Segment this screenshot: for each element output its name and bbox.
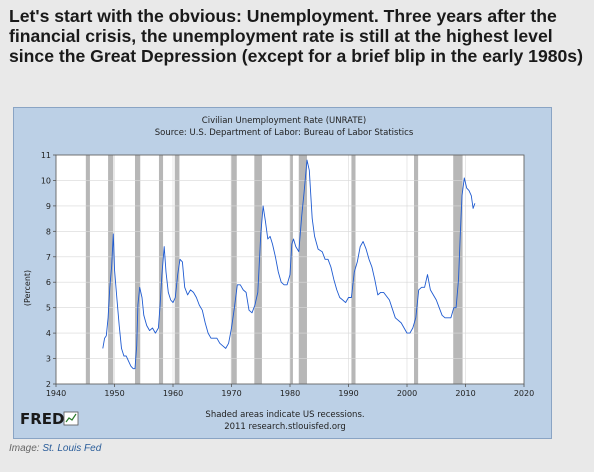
y-tick-label: 8 <box>46 227 51 236</box>
x-tick-label: 1970 <box>221 389 241 398</box>
recession-band <box>230 155 237 384</box>
plot-area: 2 3 4 5 6 7 8 9 10 11 1940 1950 1960 1970 1980 1990 2000… <box>41 151 534 398</box>
series-line-unrate <box>102 159 476 370</box>
recession-band <box>108 155 114 384</box>
headline: Let's start with the obvious: Unemployme… <box>9 6 583 66</box>
y-tick-label: 9 <box>46 202 51 211</box>
recession-band <box>414 155 419 384</box>
recession-band <box>351 155 356 384</box>
recession-band <box>298 155 307 384</box>
x-tick-label: 2020 <box>514 389 534 398</box>
recession-band <box>453 155 463 384</box>
footnote-source: 2011 research.stlouisfed.org <box>224 422 346 432</box>
recession-band <box>254 155 262 384</box>
credit-source-link[interactable]: St. Louis Fed <box>42 443 102 454</box>
unemployment-chart: Civilian Unemployment Rate (UNRATE) Sour… <box>20 116 534 432</box>
x-tick-label: 2010 <box>455 389 475 398</box>
x-tick-label: 2000 <box>397 389 417 398</box>
image-credit: Image: St. Louis Fed <box>9 443 101 454</box>
y-tick-label: 11 <box>41 151 51 160</box>
recession-band <box>158 155 164 384</box>
y-tick-label: 2 <box>46 380 51 389</box>
recession-band <box>290 155 293 384</box>
recession-band <box>85 155 90 384</box>
recession-band <box>134 155 141 384</box>
y-axis-label: (Percent) <box>23 270 32 306</box>
recession-band <box>174 155 180 384</box>
footnote: Shaded areas indicate US recessions. <box>205 410 364 420</box>
y-tick-label: 6 <box>46 278 51 287</box>
y-tick-label: 4 <box>46 329 51 338</box>
y-tick-label: 5 <box>46 304 51 313</box>
credit-prefix: Image: <box>9 443 43 454</box>
fred-logo: FRED <box>20 410 79 428</box>
y-tick-label: 3 <box>46 355 51 364</box>
x-tick-label: 1990 <box>338 389 358 398</box>
x-tick-label: 1940 <box>46 389 66 398</box>
y-tick-label: 10 <box>41 176 51 185</box>
x-tick-label: 1950 <box>104 389 124 398</box>
fred-logo-line-icon <box>65 413 77 423</box>
fred-logo-text: FRED <box>20 410 65 428</box>
y-tick-label: 7 <box>46 253 51 262</box>
x-tick-label: 1960 <box>163 389 183 398</box>
chart-subtitle: Source: U.S. Department of Labor: Bureau… <box>155 128 414 138</box>
x-tick-label: 1980 <box>280 389 300 398</box>
chart-container: Civilian Unemployment Rate (UNRATE) Sour… <box>13 107 552 439</box>
chart-title: Civilian Unemployment Rate (UNRATE) <box>202 116 366 126</box>
